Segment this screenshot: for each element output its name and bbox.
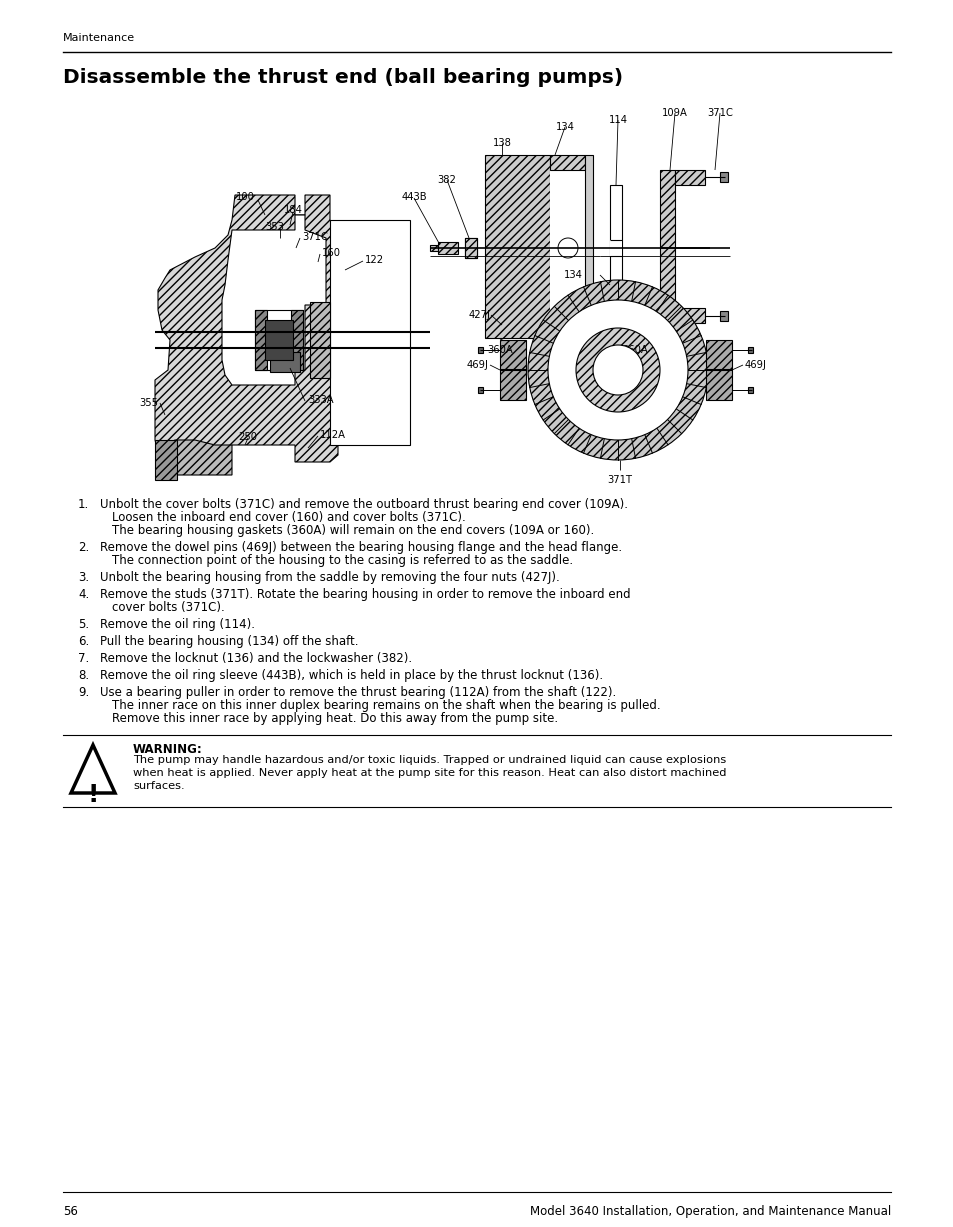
Bar bbox=[720, 310, 727, 321]
Bar bbox=[609, 240, 621, 256]
Circle shape bbox=[558, 238, 578, 258]
Text: 160: 160 bbox=[322, 248, 340, 258]
Text: Remove this inner race by applying heat. Do this away from the pump site.: Remove this inner race by applying heat.… bbox=[112, 712, 558, 725]
Text: 112A: 112A bbox=[319, 429, 346, 440]
Text: The inner race on this inner duplex bearing remains on the shaft when the bearin: The inner race on this inner duplex bear… bbox=[112, 699, 659, 712]
Text: Unbolt the bearing housing from the saddle by removing the four nuts (427J).: Unbolt the bearing housing from the sadd… bbox=[100, 571, 559, 584]
Circle shape bbox=[576, 328, 659, 412]
Bar bbox=[747, 387, 752, 393]
Bar bbox=[265, 320, 293, 360]
Bar bbox=[705, 340, 731, 400]
Text: !: ! bbox=[88, 783, 98, 807]
Circle shape bbox=[527, 280, 707, 460]
Text: 4.: 4. bbox=[78, 588, 90, 601]
Text: WARNING:: WARNING: bbox=[132, 744, 203, 756]
Text: 250: 250 bbox=[238, 432, 257, 442]
Bar bbox=[609, 185, 621, 308]
Text: 371C: 371C bbox=[706, 108, 732, 118]
Text: 9.: 9. bbox=[78, 686, 90, 699]
Text: The pump may handle hazardous and/or toxic liquids. Trapped or undrained liquid : The pump may handle hazardous and/or tox… bbox=[132, 755, 726, 791]
Text: The bearing housing gaskets (360A) will remain on the end covers (109A or 160).: The bearing housing gaskets (360A) will … bbox=[112, 524, 594, 537]
Text: Pull the bearing housing (134) off the shaft.: Pull the bearing housing (134) off the s… bbox=[100, 636, 358, 648]
Text: Model 3640 Installation, Operation, and Maintenance Manual: Model 3640 Installation, Operation, and … bbox=[529, 1205, 890, 1218]
Text: 114: 114 bbox=[608, 115, 627, 125]
Bar bbox=[659, 171, 675, 323]
Bar bbox=[675, 171, 704, 185]
Polygon shape bbox=[222, 215, 326, 385]
Bar bbox=[291, 310, 303, 371]
Text: 134: 134 bbox=[555, 121, 574, 133]
Text: Disassemble the thrust end (ball bearing pumps): Disassemble the thrust end (ball bearing… bbox=[63, 67, 622, 87]
Bar bbox=[270, 352, 299, 372]
Bar bbox=[437, 242, 457, 254]
Bar bbox=[720, 172, 727, 182]
Text: 138: 138 bbox=[492, 137, 511, 148]
Text: 1.: 1. bbox=[78, 498, 90, 510]
Bar bbox=[584, 155, 593, 337]
Bar bbox=[330, 220, 410, 445]
Bar bbox=[254, 310, 267, 371]
Text: cover bolts (371C).: cover bolts (371C). bbox=[112, 601, 225, 614]
Text: 7.: 7. bbox=[78, 652, 90, 665]
Bar bbox=[550, 323, 584, 337]
Text: 2.: 2. bbox=[78, 541, 90, 555]
Bar bbox=[254, 310, 303, 371]
Text: 184: 184 bbox=[283, 205, 302, 215]
Text: 427J: 427J bbox=[468, 310, 490, 320]
Bar bbox=[484, 155, 550, 337]
Circle shape bbox=[593, 345, 642, 395]
Text: 6.: 6. bbox=[78, 636, 90, 648]
Text: 353: 353 bbox=[265, 222, 284, 232]
Text: Maintenance: Maintenance bbox=[63, 33, 135, 43]
Text: 355: 355 bbox=[139, 398, 158, 409]
Bar bbox=[464, 238, 476, 258]
Text: Remove the oil ring (114).: Remove the oil ring (114). bbox=[100, 618, 254, 631]
Text: 122: 122 bbox=[365, 255, 384, 265]
Circle shape bbox=[547, 299, 687, 440]
Text: 8.: 8. bbox=[78, 669, 89, 682]
Text: 360A: 360A bbox=[487, 345, 513, 355]
Bar bbox=[430, 245, 437, 252]
Text: 109A: 109A bbox=[661, 108, 687, 118]
Text: 333A: 333A bbox=[308, 395, 334, 405]
Bar bbox=[477, 347, 482, 353]
Text: Use a bearing puller in order to remove the thrust bearing (112A) from the shaft: Use a bearing puller in order to remove … bbox=[100, 686, 616, 699]
Bar bbox=[550, 164, 584, 328]
Text: Remove the dowel pins (469J) between the bearing housing flange and the head fla: Remove the dowel pins (469J) between the… bbox=[100, 541, 621, 555]
Text: 100: 100 bbox=[235, 191, 254, 202]
Bar bbox=[477, 387, 482, 393]
Bar bbox=[550, 155, 584, 171]
Text: 382: 382 bbox=[437, 175, 456, 185]
Bar bbox=[265, 320, 293, 360]
Bar bbox=[499, 340, 525, 400]
Bar bbox=[747, 347, 752, 353]
Text: 5.: 5. bbox=[78, 618, 89, 631]
Text: The connection point of the housing to the casing is referred to as the saddle.: The connection point of the housing to t… bbox=[112, 555, 573, 567]
Text: 371T: 371T bbox=[607, 475, 632, 485]
Polygon shape bbox=[154, 195, 337, 470]
Text: 443B: 443B bbox=[401, 191, 426, 202]
Text: 56: 56 bbox=[63, 1205, 78, 1218]
Text: 469J: 469J bbox=[466, 360, 488, 371]
Text: 469J: 469J bbox=[744, 360, 766, 371]
Text: 360A: 360A bbox=[621, 345, 647, 355]
Text: Remove the locknut (136) and the lockwasher (382).: Remove the locknut (136) and the lockwas… bbox=[100, 652, 412, 665]
Text: 134: 134 bbox=[563, 270, 582, 280]
Polygon shape bbox=[71, 745, 115, 793]
Bar bbox=[464, 238, 476, 258]
Text: Remove the oil ring sleeve (443B), which is held in place by the thrust locknut : Remove the oil ring sleeve (443B), which… bbox=[100, 669, 602, 682]
Text: 371C: 371C bbox=[302, 232, 328, 242]
Text: Remove the studs (371T). Rotate the bearing housing in order to remove the inboa: Remove the studs (371T). Rotate the bear… bbox=[100, 588, 630, 601]
Text: Unbolt the cover bolts (371C) and remove the outboard thrust bearing end cover (: Unbolt the cover bolts (371C) and remove… bbox=[100, 498, 627, 510]
Polygon shape bbox=[165, 440, 232, 475]
Bar bbox=[154, 440, 177, 480]
Text: Loosen the inboard end cover (160) and cover bolts (371C).: Loosen the inboard end cover (160) and c… bbox=[112, 510, 465, 524]
Bar bbox=[310, 302, 330, 378]
Bar bbox=[675, 308, 704, 323]
Text: 3.: 3. bbox=[78, 571, 89, 584]
